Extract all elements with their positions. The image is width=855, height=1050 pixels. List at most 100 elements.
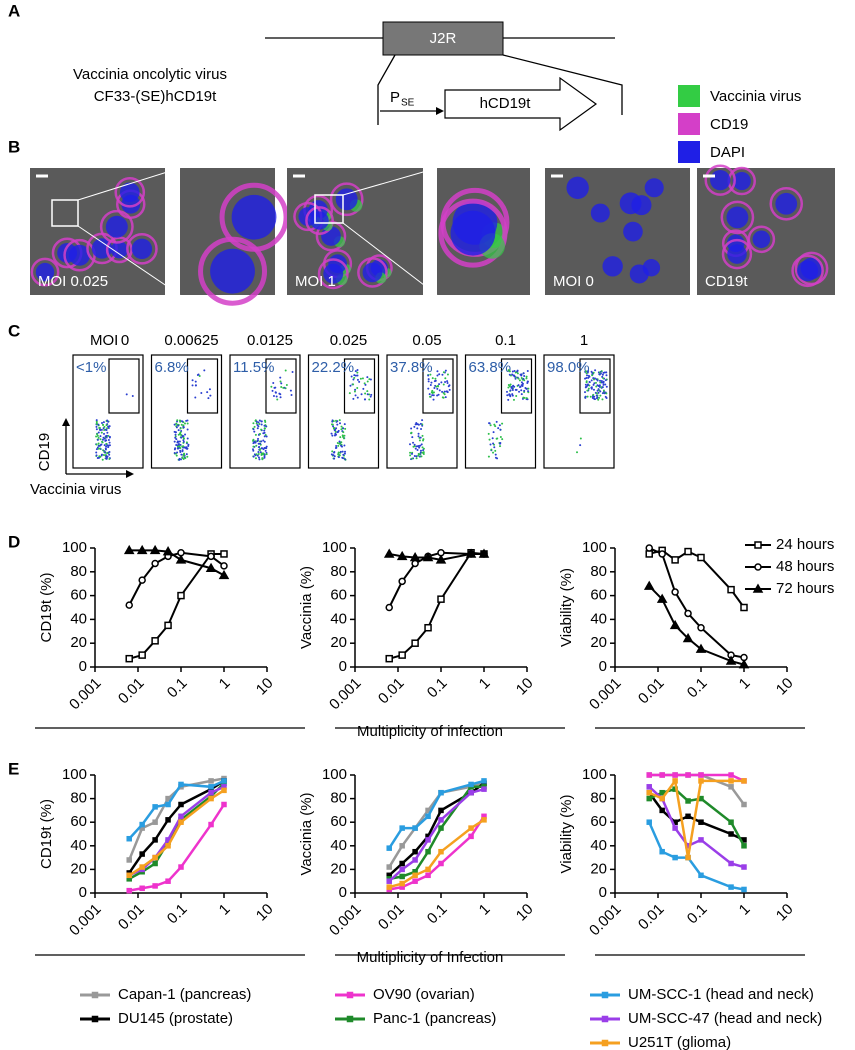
event-dot [257, 421, 260, 424]
event-dot [183, 422, 186, 425]
event-dot [262, 439, 265, 442]
event-dot [419, 444, 422, 447]
data-point [659, 807, 665, 814]
data-point [208, 778, 214, 784]
event-dot [108, 436, 111, 439]
event-dot [260, 440, 263, 443]
event-dot [260, 420, 263, 423]
event-dot [178, 440, 181, 443]
event-dot [332, 425, 335, 428]
virus-name: Vaccinia oncolytic virus [73, 66, 227, 83]
event-dot [103, 425, 106, 428]
event-dot [598, 373, 601, 376]
event-dot [415, 455, 418, 458]
event-dot [338, 422, 341, 425]
event-dot [498, 424, 501, 427]
data-point [741, 778, 747, 784]
event-dot [522, 396, 525, 399]
event-dot [599, 394, 602, 397]
event-dot [488, 422, 491, 425]
event-dot [410, 431, 413, 434]
data-point [438, 848, 444, 855]
event-dot [435, 385, 438, 388]
data-point [162, 546, 174, 556]
event-dot [271, 389, 274, 392]
x-tick-label: 10 [253, 675, 277, 699]
gate [500, 358, 533, 414]
moi-value: 0 [121, 332, 129, 349]
event-dot [421, 419, 424, 422]
x-tick-label: 0.001 [66, 675, 105, 714]
event-dot [105, 455, 108, 458]
event-dot [509, 394, 512, 397]
event-dot [181, 450, 184, 453]
event-dot [280, 385, 283, 388]
zoom-line [77, 167, 181, 201]
data-point [672, 854, 678, 861]
nucleus [231, 194, 277, 240]
legend-swatch [678, 141, 700, 163]
nucleus [602, 256, 623, 277]
cell-membrane [720, 200, 755, 235]
event-dot [337, 453, 340, 456]
event-dot [592, 393, 595, 396]
data-point [658, 550, 666, 558]
event-dot [444, 377, 447, 380]
event-dot [340, 444, 343, 447]
x-tick-label: 0.001 [586, 901, 625, 940]
data-point [727, 585, 735, 594]
data-point [425, 813, 431, 820]
legend-label: OV90 (ovarian) [373, 986, 475, 1003]
y-tick-label: 0 [339, 658, 347, 675]
event-dot [279, 376, 282, 379]
nucleus [590, 203, 610, 223]
event-dot [191, 384, 194, 387]
event-dot [595, 394, 598, 397]
data-point [152, 860, 158, 867]
event-dot [592, 371, 595, 374]
legend-label: 48 hours [776, 558, 834, 575]
event-dot [291, 371, 294, 374]
event-dot [494, 449, 497, 452]
x-tick-label: 0.1 [684, 901, 711, 928]
event-dot [260, 453, 263, 456]
event-dot [182, 426, 185, 429]
panel-label: A [8, 1, 20, 20]
event-dot [598, 371, 601, 374]
nucleus [752, 230, 771, 249]
event-dot [108, 441, 111, 444]
event-dot [414, 447, 417, 450]
data-point [685, 813, 691, 820]
cell-membrane [317, 258, 349, 290]
event-dot [370, 393, 373, 396]
legend-marker [601, 991, 609, 999]
event-dot [263, 427, 266, 430]
data-point [725, 655, 737, 665]
event-dot [352, 397, 355, 400]
event-dot [436, 370, 439, 373]
data-point [424, 623, 432, 632]
legend-label: UM-SCC-1 (head and neck) [628, 986, 814, 1003]
event-dot [419, 449, 422, 452]
event-dot [593, 382, 596, 385]
image-label: MOI 0 [553, 273, 594, 290]
event-dot [207, 397, 210, 400]
event-dot [512, 384, 515, 387]
insert-bracket [502, 54, 623, 115]
event-dot [436, 394, 439, 397]
nucleus [210, 248, 255, 294]
event-dot [95, 451, 98, 454]
event-dot [601, 373, 604, 376]
data-point [698, 772, 704, 778]
nucleus [105, 215, 128, 238]
event-dot [518, 385, 521, 388]
data-point [386, 845, 392, 851]
event-dot [264, 433, 267, 436]
flow-plot [543, 354, 615, 469]
event-dot [516, 372, 519, 375]
event-dot [175, 422, 178, 425]
event-dot [179, 427, 182, 430]
event-dot [272, 395, 275, 398]
event-dot [429, 373, 432, 376]
event-dot [344, 427, 347, 430]
